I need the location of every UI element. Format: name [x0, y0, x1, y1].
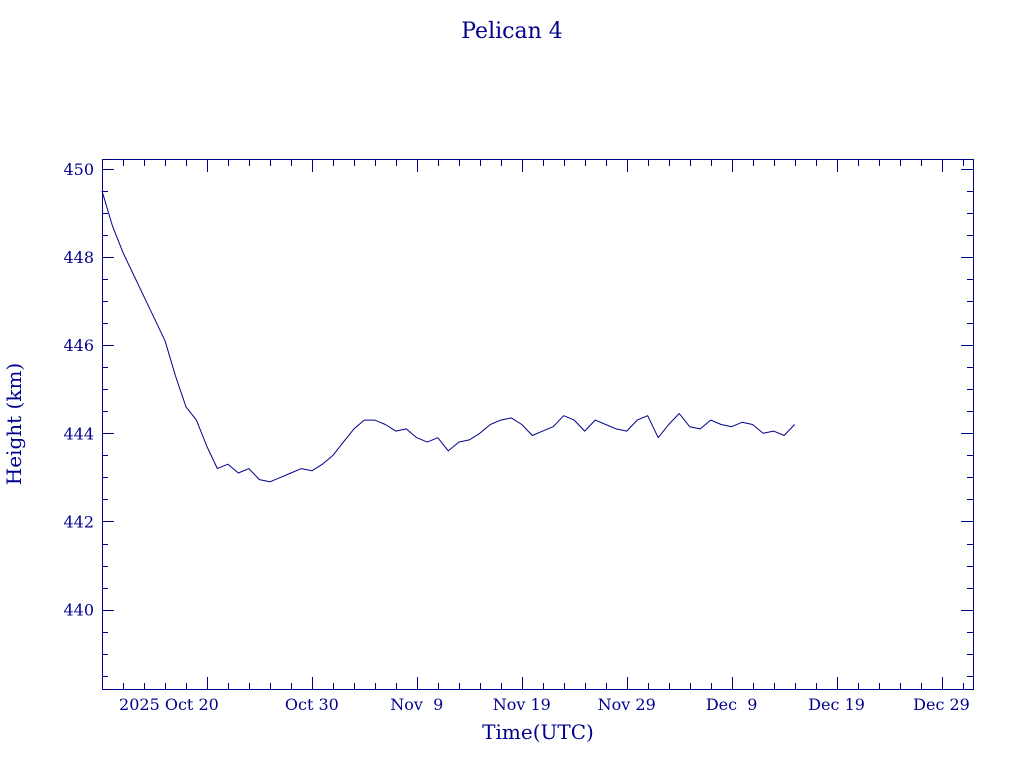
y-axis-label: Height (km) [2, 363, 26, 485]
x-tick-label: Nov 29 [598, 695, 656, 714]
y-axis: 440 442 444 446 448 450 [63, 160, 973, 677]
y-tick-label: 450 [63, 160, 94, 179]
y-tick-label: 442 [63, 512, 94, 531]
y-tick-label: 440 [63, 601, 94, 620]
x-tick-label: Nov 19 [493, 695, 551, 714]
x-axis: 2025 Oct 20 Oct 30 Nov 9 Nov 19 Nov 29 Dec 9 D… [102, 160, 970, 714]
x-axis-label: Time(UTC) [482, 720, 594, 744]
x-tick-label: Dec 19 [808, 695, 865, 714]
x-tick-label: Oct 30 [285, 695, 339, 714]
y-tick-label: 444 [63, 424, 94, 443]
y-tick-label: 448 [63, 248, 94, 267]
x-tick-label: 2025 Oct 20 [119, 695, 219, 714]
x-tick-label: Dec 9 [706, 695, 758, 714]
series-line [101, 190, 795, 483]
x-tick-label: Nov 9 [390, 695, 443, 714]
y-tick-label: 446 [63, 336, 94, 355]
plot-frame [102, 159, 974, 690]
chart-title: Pelican 4 [461, 19, 563, 44]
x-tick-label: Dec 29 [913, 695, 970, 714]
